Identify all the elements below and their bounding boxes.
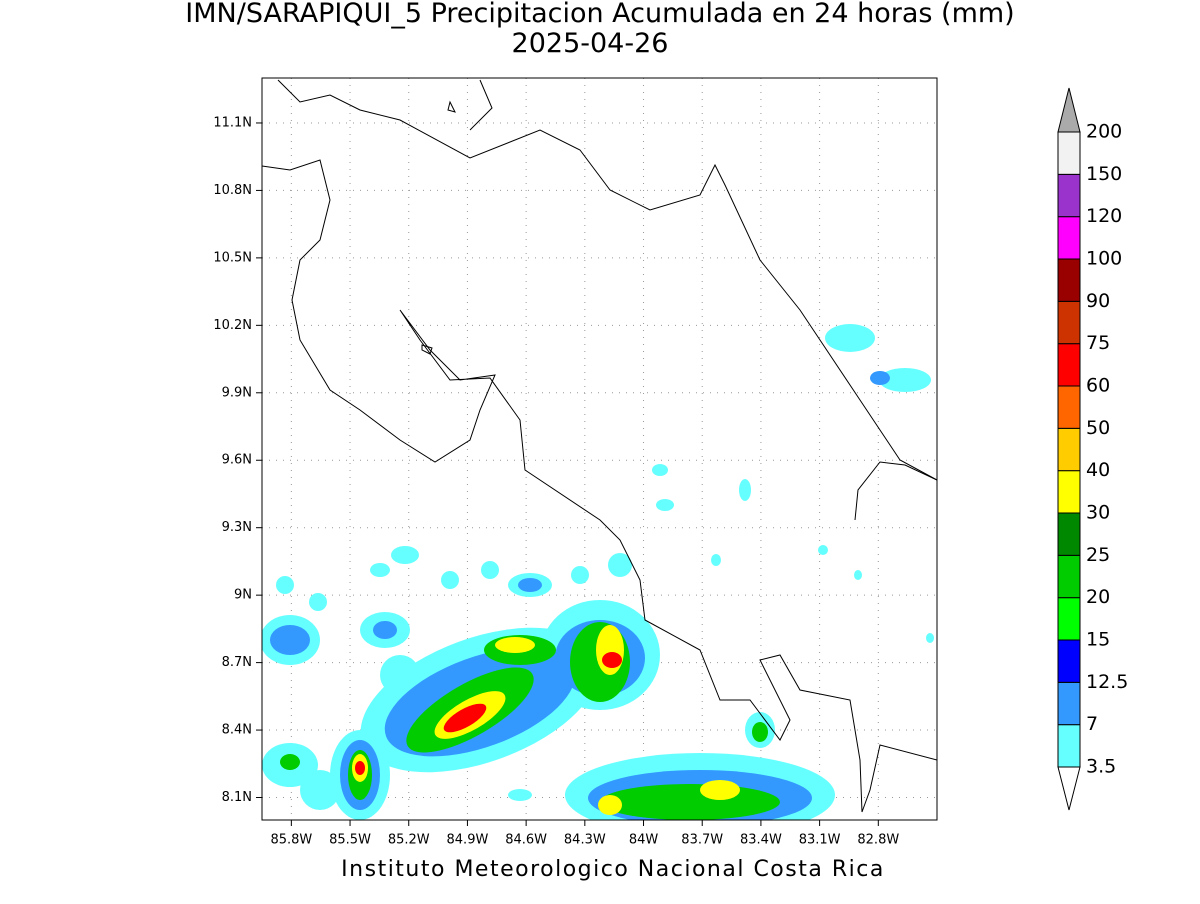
colorbar-swatch (1057, 639, 1081, 683)
x-tick-label: 83.4W (740, 833, 782, 848)
subtitle: 2025-04-26 (512, 28, 669, 59)
colorbar-label: 25 (1086, 544, 1110, 566)
colorbar-swatch (1057, 681, 1081, 726)
colorbar-label: 150 (1086, 163, 1122, 185)
colorbar-over (1057, 87, 1081, 133)
colorbar-swatch (1057, 385, 1081, 429)
colorbar-swatch (1057, 724, 1081, 768)
precip-area (355, 652, 622, 775)
x-tick-label: 84.6W (505, 833, 547, 848)
colorbar-swatch (1057, 173, 1081, 218)
plot-frame (261, 77, 938, 821)
x-tick-label: 85.5W (329, 833, 371, 848)
colorbar-label: 100 (1086, 248, 1122, 270)
colorbar-label: 60 (1086, 375, 1110, 397)
colorbar-swatch (1057, 343, 1081, 387)
x-tick-label: 84W (629, 833, 659, 848)
coastline (262, 79, 937, 813)
colorbar-label: 200 (1086, 121, 1122, 143)
colorbar-swatch (1057, 427, 1081, 472)
colorbar-label: 3.5 (1086, 756, 1116, 778)
colorbar-swatch (1057, 131, 1081, 175)
x-tick-label: 83.1W (799, 833, 841, 848)
y-tick-label: 10.2N (213, 318, 252, 333)
colorbar-swatch (1057, 512, 1081, 556)
y-tick-label: 8.1N (222, 790, 252, 805)
precipitation-field (262, 79, 937, 820)
x-tick-label: 84.9W (447, 833, 489, 848)
colorbar-label: 20 (1086, 586, 1110, 608)
colorbar-label: 30 (1086, 502, 1110, 524)
colorbar-swatch (1057, 597, 1081, 641)
colorbar-swatch (1057, 470, 1081, 514)
x-tick-label: 85.2W (388, 833, 430, 848)
colorbar-label: 15 (1086, 629, 1110, 651)
colorbar-label: 50 (1086, 417, 1110, 439)
y-tick-label: 10.8N (213, 183, 252, 198)
colorbar-swatch (1057, 216, 1081, 260)
colorbar-label: 120 (1086, 205, 1122, 227)
y-tick-label: 11.1N (213, 115, 252, 130)
x-tick-label: 82.8W (857, 833, 899, 848)
colorbar-label: 75 (1086, 332, 1110, 354)
colorbar: 3.5 7 12.5 15 20 25 30 40 50 60 75 90 100 120 150 200 (1057, 87, 1128, 811)
footer: Instituto Meteorologico Nacional Costa R… (341, 857, 885, 882)
colorbar-label: 40 (1086, 459, 1110, 481)
y-tick-label: 9N (234, 588, 252, 603)
x-tick-label: 83.7W (681, 833, 723, 848)
colorbar-label: 7 (1086, 713, 1098, 735)
y-tick-label: 8.7N (222, 655, 252, 670)
y-tick-label: 10.5N (213, 250, 252, 265)
colorbar-label: 90 (1086, 290, 1110, 312)
colorbar-label: 12.5 (1086, 671, 1128, 693)
x-tick-label: 85.8W (270, 833, 312, 848)
y-tick-label: 9.6N (222, 453, 252, 468)
y-tick-label: 9.9N (222, 385, 252, 400)
title: IMN/SARAPIQUI_5 Precipitacion Acumulada … (185, 0, 1014, 29)
colorbar-under (1057, 766, 1081, 811)
x-tick-label: 84.3W (564, 833, 606, 848)
colorbar-swatch (1057, 554, 1081, 599)
y-tick-label: 8.4N (222, 723, 252, 738)
colorbar-swatch (1057, 258, 1081, 302)
colorbar-swatch (1057, 300, 1081, 345)
y-tick-label: 9.3N (222, 520, 252, 535)
